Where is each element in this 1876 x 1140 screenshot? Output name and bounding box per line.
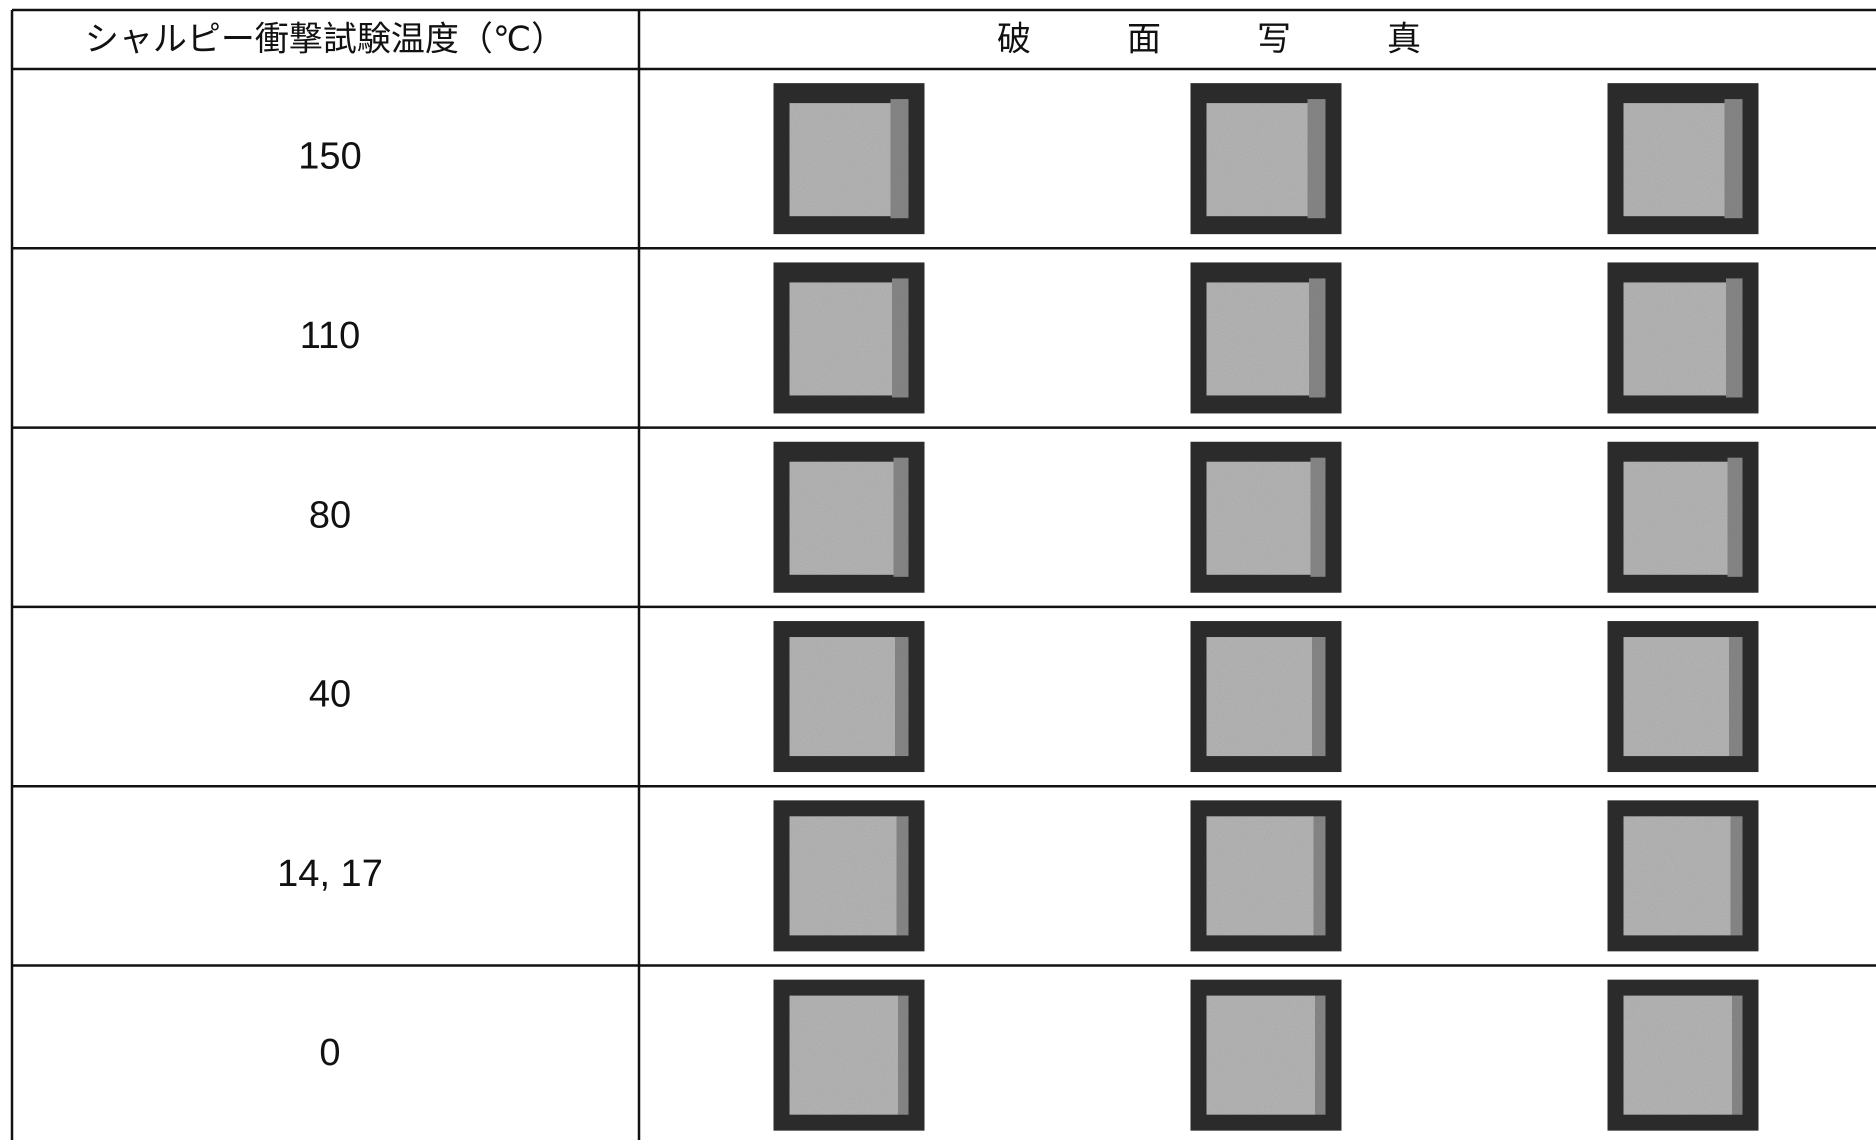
- shear-lip: [896, 816, 909, 936]
- fracture-photo: [773, 621, 925, 773]
- header-photos: 破面写真: [997, 20, 1517, 60]
- fracture-surface: [789, 282, 892, 396]
- fracture-surface: [1206, 816, 1314, 936]
- shear-lip: [890, 99, 909, 219]
- shear-lip: [1313, 816, 1326, 936]
- fracture-surface: [1623, 282, 1726, 396]
- fracture-photo: [773, 979, 925, 1131]
- shear-lip: [1732, 995, 1743, 1115]
- temperature: 110: [300, 315, 361, 357]
- fracture-photo: [1607, 262, 1759, 414]
- fracture-photo: [1190, 800, 1342, 952]
- fracture-photo: [1607, 800, 1759, 952]
- shear-lip: [1310, 457, 1326, 577]
- fracture-photo: [773, 83, 925, 235]
- fracture-surface: [789, 461, 894, 575]
- fracture-surface: [1206, 461, 1311, 575]
- shear-lip: [898, 995, 909, 1115]
- temperature: 150: [298, 136, 361, 178]
- shear-lip: [1726, 278, 1743, 398]
- fracture-surface: [789, 637, 895, 757]
- fracture-photo: [773, 800, 925, 952]
- shear-lip: [1729, 637, 1743, 757]
- fracture-surface: [1623, 995, 1732, 1115]
- fracture-photo: [1190, 83, 1342, 235]
- fracture-surface: [1623, 103, 1725, 217]
- fracture-surface: [789, 816, 897, 936]
- fracture-surface: [789, 995, 898, 1115]
- shear-lip: [1315, 995, 1326, 1115]
- fracture-surface: [1206, 282, 1309, 396]
- fracture-photo: [773, 441, 925, 593]
- fracture-surface: [1206, 637, 1312, 757]
- fracture-photo: [1190, 262, 1342, 414]
- shear-lip: [1307, 99, 1326, 219]
- fracture-photo: [1190, 979, 1342, 1131]
- fracture-photo: [1607, 83, 1759, 235]
- shear-lip: [1309, 278, 1326, 398]
- fracture-photo: [1607, 441, 1759, 593]
- shear-lip: [1727, 457, 1743, 577]
- shear-lip: [1724, 99, 1743, 219]
- fracture-photo: [1190, 621, 1342, 773]
- fracture-surface: [1206, 995, 1315, 1115]
- fracture-photo: [1190, 441, 1342, 593]
- shear-lip: [1312, 637, 1326, 757]
- temperature: 80: [309, 494, 351, 536]
- shear-lip: [895, 637, 909, 757]
- fracture-surface: [1623, 461, 1728, 575]
- shear-lip: [1730, 816, 1743, 936]
- fracture-photo: [1607, 621, 1759, 773]
- temperature: 0: [319, 1032, 340, 1074]
- temperature: 40: [309, 674, 351, 716]
- fracture-photo: [1607, 979, 1759, 1131]
- header-temperature: シャルピー衝撃試験温度（℃）: [85, 20, 565, 60]
- fracture-surface: [1623, 816, 1731, 936]
- shear-lip: [893, 457, 909, 577]
- fracture-surface: [1623, 637, 1729, 757]
- fracture-surface: [1206, 103, 1308, 217]
- temperature: 14, 17: [277, 853, 383, 895]
- fracture-surface: [789, 103, 891, 217]
- fracture-photo: [773, 262, 925, 414]
- shear-lip: [892, 278, 909, 398]
